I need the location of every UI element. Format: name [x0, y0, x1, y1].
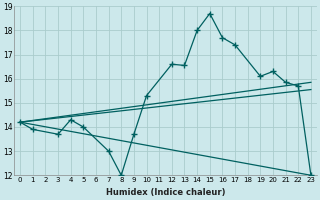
X-axis label: Humidex (Indice chaleur): Humidex (Indice chaleur)	[106, 188, 225, 197]
